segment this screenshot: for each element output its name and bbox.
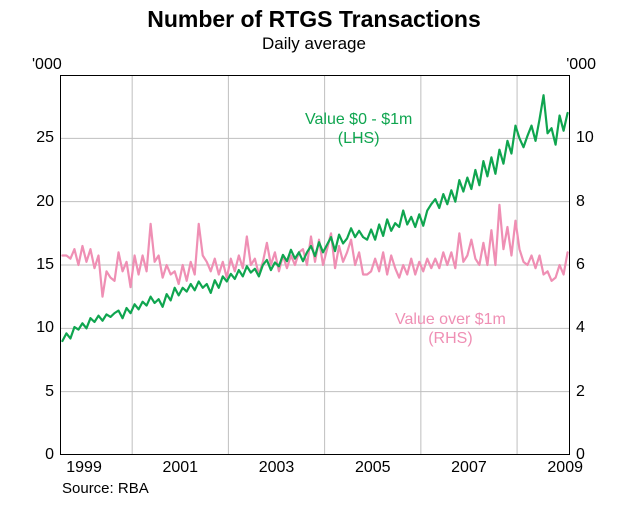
left-tick-label: 5 <box>45 383 54 401</box>
left-tick-label: 25 <box>36 129 54 147</box>
series-label-rhs-line1: Value over $1m <box>395 311 506 328</box>
left-unit-label: '000 <box>32 56 62 74</box>
right-tick-label: 10 <box>576 129 594 147</box>
series-label-lhs: Value $0 - $1m (LHS) <box>305 110 412 148</box>
right-tick-label: 2 <box>576 383 585 401</box>
left-tick-label: 0 <box>45 446 54 464</box>
chart-title: Number of RTGS Transactions <box>0 6 628 33</box>
chart-container: Number of RTGS Transactions Daily averag… <box>0 0 628 508</box>
series-label-lhs-line2: (LHS) <box>338 130 380 147</box>
x-tick-label: 2005 <box>353 459 393 477</box>
right-unit-label: '000 <box>566 56 596 74</box>
right-tick-label: 8 <box>576 193 585 211</box>
chart-title-text: Number of RTGS Transactions <box>147 6 481 32</box>
series-label-rhs-line2: (RHS) <box>428 330 472 347</box>
x-tick-label: 1999 <box>64 459 104 477</box>
left-tick-label: 10 <box>36 319 54 337</box>
series-label-rhs: Value over $1m (RHS) <box>395 310 506 348</box>
right-tick-label: 4 <box>576 319 585 337</box>
x-tick-label: 2009 <box>545 459 585 477</box>
chart-subtitle: Daily average <box>0 34 628 54</box>
left-tick-label: 20 <box>36 193 54 211</box>
source-text: Source: RBA <box>62 480 149 497</box>
right-tick-label: 6 <box>576 256 585 274</box>
x-tick-label: 2007 <box>449 459 489 477</box>
series-label-lhs-line1: Value $0 - $1m <box>305 111 412 128</box>
left-tick-label: 15 <box>36 256 54 274</box>
chart-subtitle-text: Daily average <box>262 34 366 53</box>
x-tick-label: 2003 <box>257 459 297 477</box>
x-tick-label: 2001 <box>160 459 200 477</box>
